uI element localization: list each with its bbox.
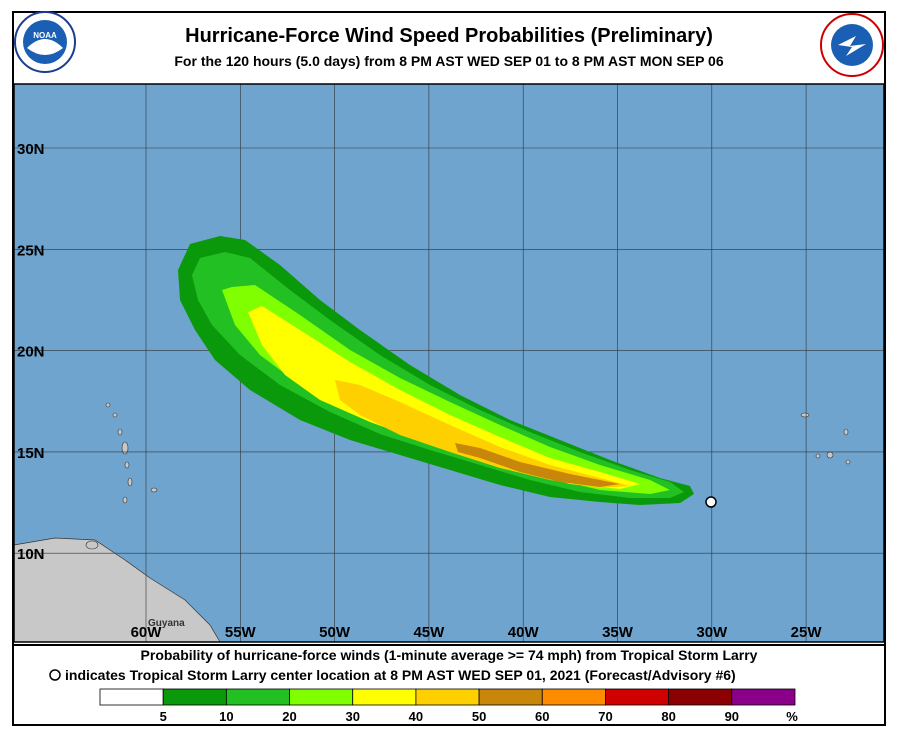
lon-label: 40W: [508, 624, 540, 641]
legend-label: 90: [725, 709, 739, 724]
caption-line: Probability of hurricane-force winds (1-…: [141, 647, 758, 663]
lat-label: 10N: [17, 546, 45, 563]
lon-label: 45W: [413, 624, 445, 641]
caption-line: indicates Tropical Storm Larry center lo…: [65, 667, 736, 683]
lat-label: 15N: [17, 445, 45, 462]
legend-swatch: [352, 688, 417, 706]
legend-label: 80: [661, 709, 675, 724]
legend-label: 70: [598, 709, 612, 724]
legend-swatch: [668, 688, 733, 706]
legend-label: 10: [219, 709, 233, 724]
lon-label: 25W: [791, 624, 823, 641]
legend-swatch: [605, 688, 670, 706]
graticule: 60W 55W 50W 45W 40W 35W 30W 25W 30N 25N 20N 15N 10N: [14, 84, 884, 642]
legend-label: 50: [472, 709, 486, 724]
lat-label: 30N: [17, 141, 45, 158]
lon-label: 60W: [131, 624, 163, 641]
legend-swatch: [99, 688, 164, 706]
lat-label: 25N: [17, 242, 45, 259]
legend-unit: %: [786, 709, 798, 724]
legend-label: 60: [535, 709, 549, 724]
map-border: [13, 83, 885, 643]
legend-swatch: [289, 688, 354, 706]
lat-label: 20N: [17, 344, 45, 361]
islands: [85, 402, 851, 550]
probability-swath: [178, 236, 694, 505]
legend-label: 20: [282, 709, 296, 724]
ocean: [14, 84, 884, 642]
map: 60W 55W 50W 45W 40W 35W 30W 25W30N25N20N15N10N …: [13, 83, 885, 643]
place-label: Guyana: [148, 618, 185, 629]
legend-label: 5: [160, 709, 167, 724]
lon-label: 30W: [696, 624, 728, 641]
legend: 5 10 20 30 40 50 60 70 80 90%: [99, 688, 798, 724]
storm-center: [705, 496, 717, 508]
legend-swatch: [541, 688, 606, 706]
legend-swatch: [162, 688, 227, 706]
lon-label: 55W: [225, 624, 257, 641]
lon-label: 50W: [319, 624, 351, 641]
logo-text: NOAA: [33, 31, 57, 40]
legend-label: 30: [345, 709, 359, 724]
legend-swatch: [225, 688, 290, 706]
lon-label: 35W: [602, 624, 634, 641]
noaa-logo: NOAA: [14, 11, 76, 73]
caption-marker: [49, 669, 61, 681]
legend-label: 40: [409, 709, 423, 724]
legend-swatch: [478, 688, 543, 706]
subtitle: For the 120 hours (5.0 days) from 8 PM A…: [174, 53, 723, 69]
nws-logo: [820, 13, 884, 77]
title: Hurricane-Force Wind Speed Probabilities…: [185, 25, 713, 47]
legend-swatch: [415, 688, 480, 706]
legend-swatch: [731, 688, 796, 706]
